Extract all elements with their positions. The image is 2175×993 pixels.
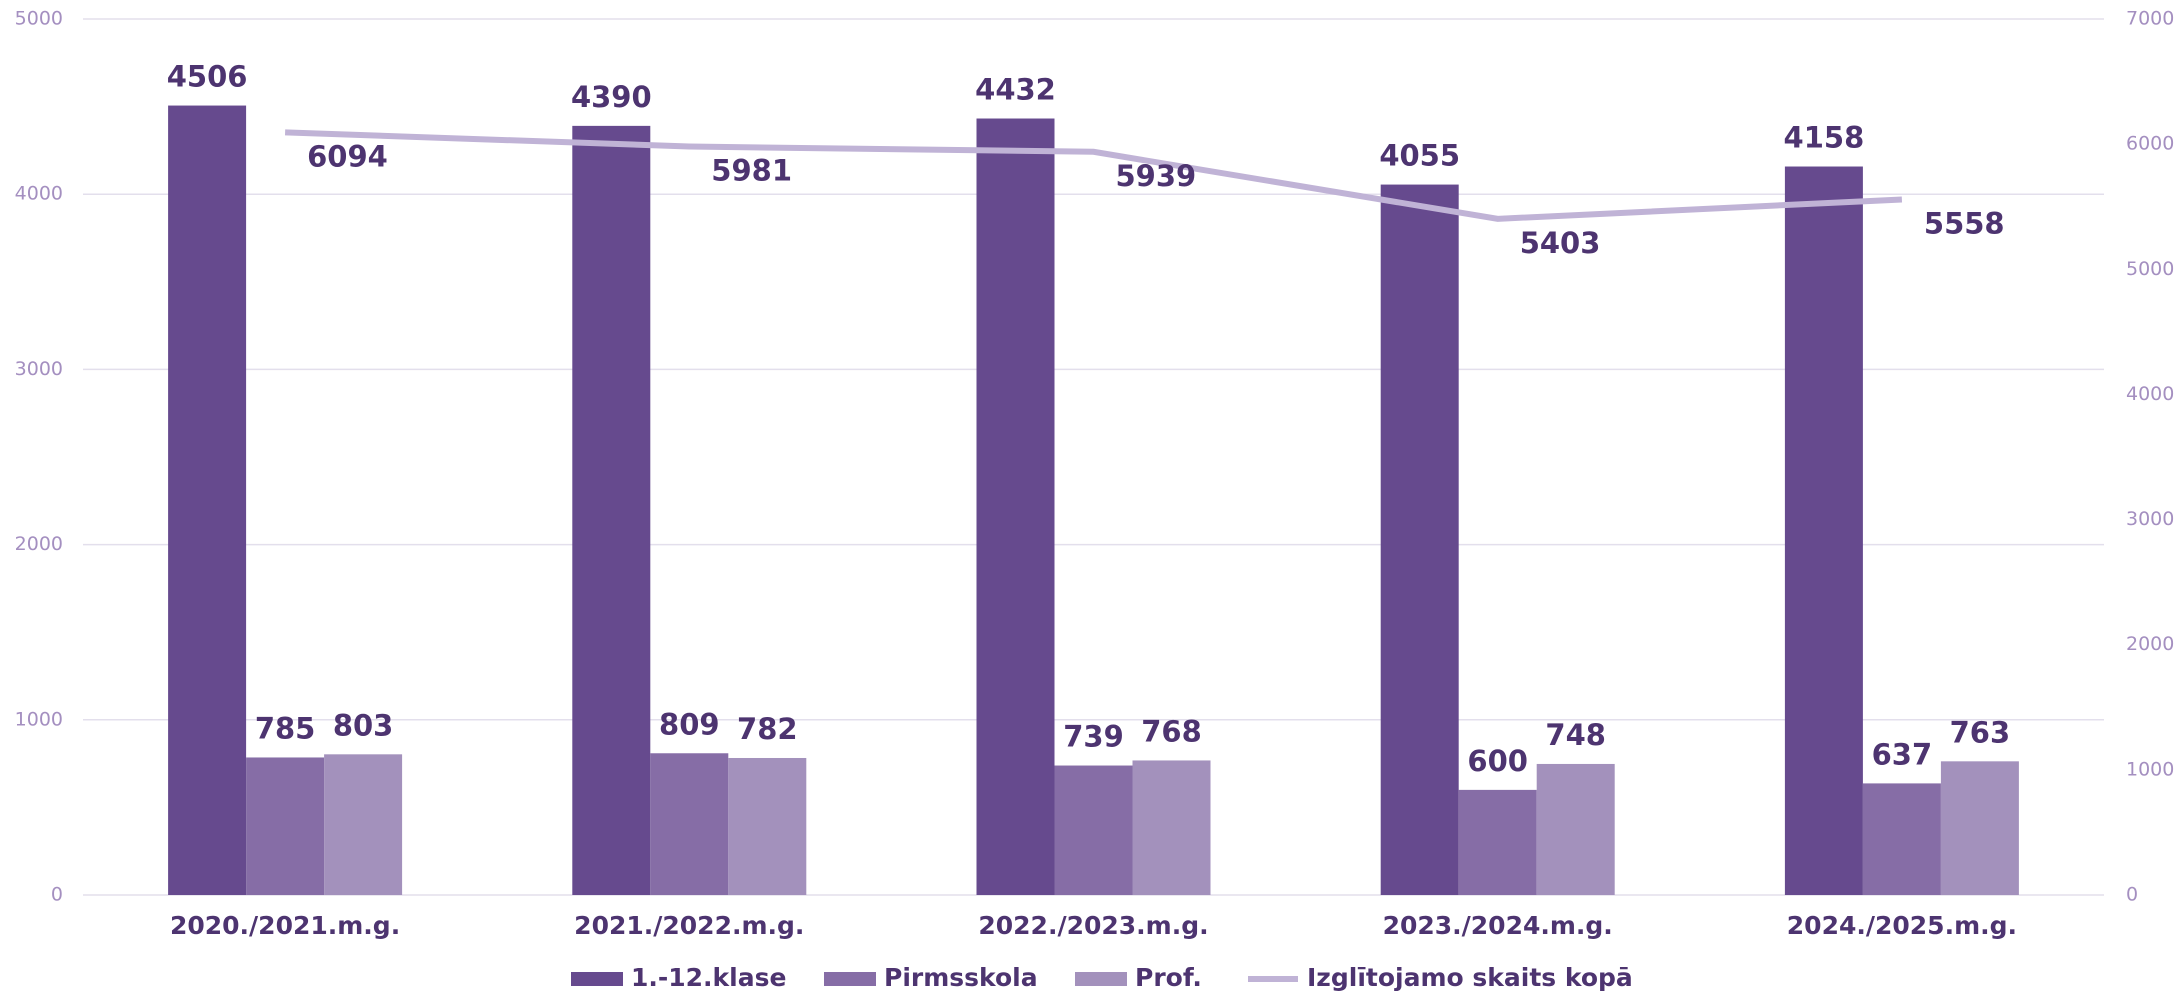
bar [1536,763,1615,895]
bar-label: 4158 [1784,121,1865,155]
line-label: 6094 [307,139,388,173]
line-label: 5558 [1924,206,2005,240]
bar [1940,761,2019,895]
line-label: 5981 [711,154,792,188]
x-tick-label: 2022./2023.m.g. [978,911,1208,940]
y2-tick-label: 3000 [2126,508,2174,530]
y-tick-label: 0 [51,884,63,906]
y-tick-label: 2000 [15,533,63,555]
legend-label: 1.-12.klase [631,963,786,992]
y2-tick-label: 2000 [2126,633,2174,655]
y2-tick-label: 6000 [2126,133,2174,155]
bar-label: 768 [1141,714,1202,748]
x-tick-label: 2021./2022.m.g. [574,911,804,940]
line [284,129,1903,222]
x-tick-label: 2024./2025.m.g. [1787,911,2017,940]
legend-label: Izglītojamo skaits kopā [1307,963,1633,992]
bar [572,125,651,895]
legend-swatch [824,972,876,986]
bar [246,757,325,895]
y-tick-label: 4000 [15,183,63,205]
bar-label: 4432 [975,73,1056,107]
bar-label: 4390 [571,80,652,114]
bar-label: 4055 [1379,139,1460,173]
bar-label: 785 [255,711,316,745]
x-tick-label: 2023./2024.m.g. [1383,911,1613,940]
bar [168,105,247,895]
bar-label: 782 [737,712,798,746]
legend-swatch [571,972,623,986]
legend-label: Pirmsskola [884,963,1038,992]
x-tick-label: 2020./2021.m.g. [170,911,400,940]
y-tick-label: 1000 [15,708,63,730]
bar-label: 600 [1467,744,1528,778]
bar [728,757,807,895]
y2-tick-label: 4000 [2126,383,2174,405]
y2-tick-label: 1000 [2126,758,2174,780]
y2-tick-label: 0 [2126,884,2138,906]
line-label: 5403 [1520,226,1601,260]
bar [1458,789,1537,895]
bar [324,754,403,895]
legend-swatch [1075,972,1127,986]
y2-tick-label: 7000 [2126,8,2174,30]
line-label: 5939 [1116,159,1197,193]
bar [976,118,1055,895]
y2-tick-label: 5000 [2126,258,2174,280]
bar-label: 4506 [167,60,248,94]
y-tick-label: 5000 [15,8,63,30]
bar [1784,166,1863,895]
y-tick-label: 3000 [15,358,63,380]
bar-label: 803 [333,708,394,742]
legend-label: Prof. [1135,963,1202,992]
bar-label: 739 [1063,720,1124,754]
bar-label: 809 [659,707,720,741]
bar [1380,184,1459,896]
bar-label: 763 [1950,715,2011,749]
bar [650,753,729,895]
bar-label: 748 [1545,718,1606,752]
bar-label: 637 [1872,737,1933,771]
bar [1132,760,1211,895]
bar [1054,765,1133,895]
bar [1862,783,1941,895]
